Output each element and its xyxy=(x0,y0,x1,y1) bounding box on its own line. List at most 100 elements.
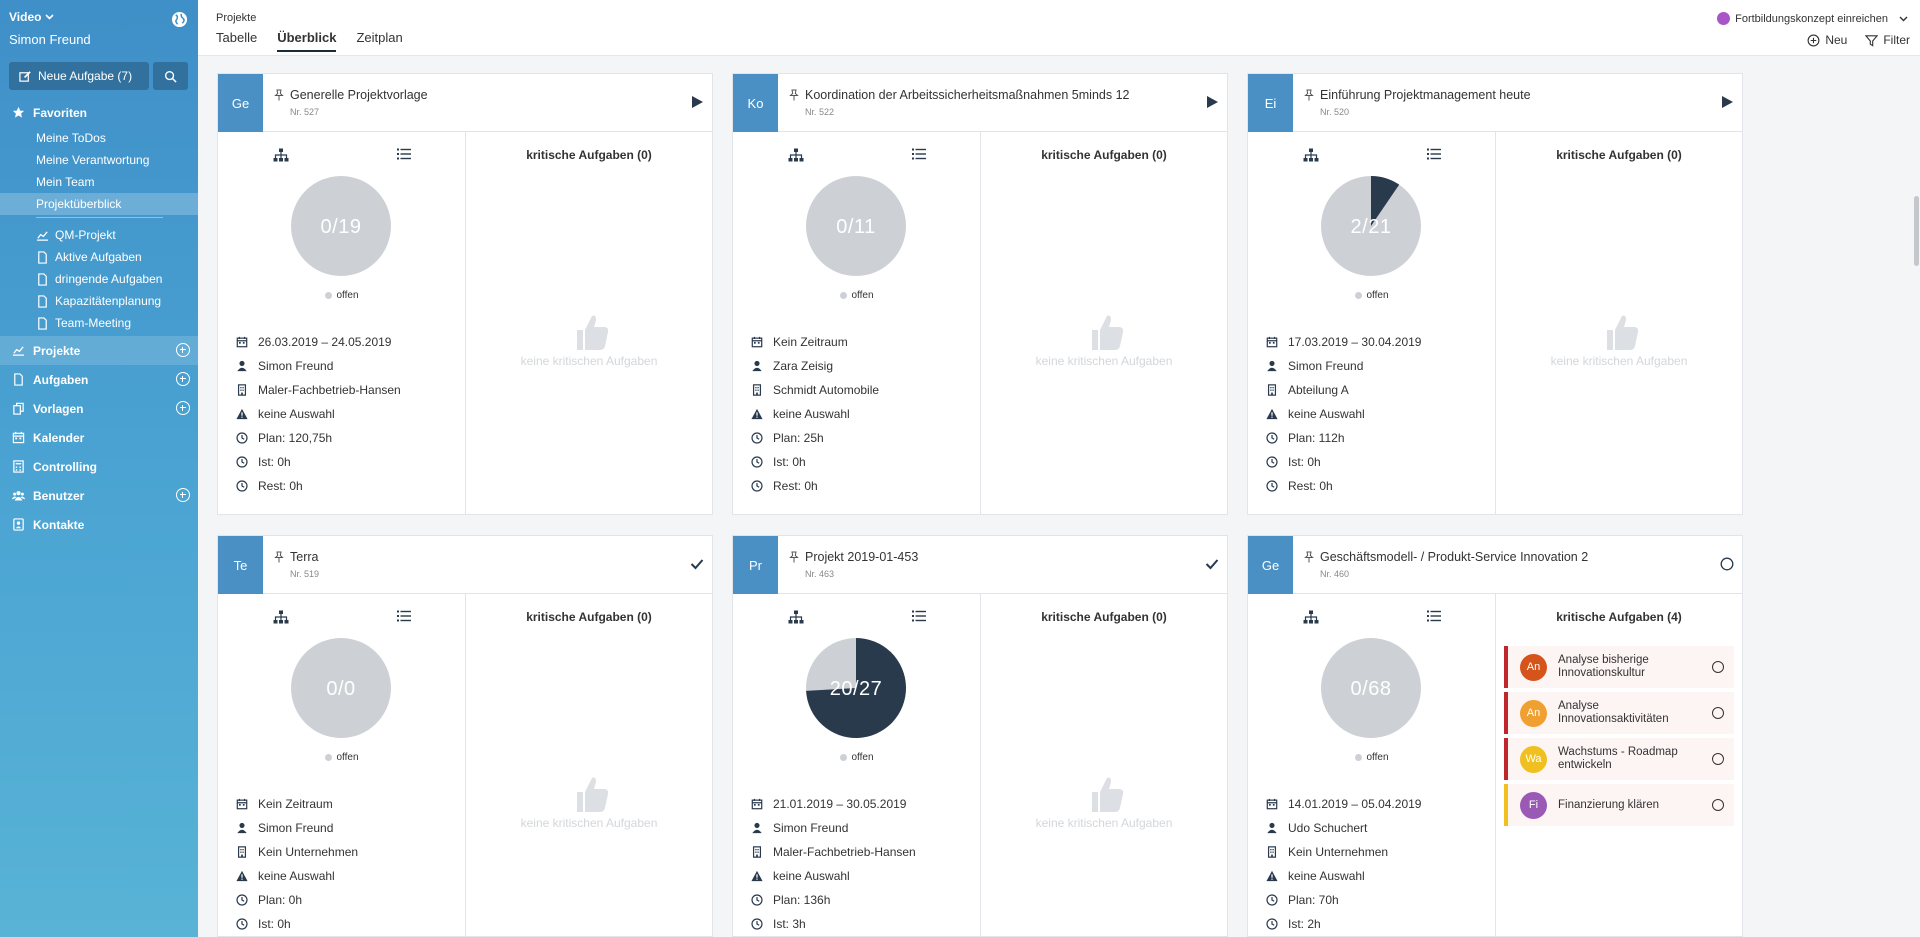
globe-icon[interactable] xyxy=(171,11,188,28)
project-card[interactable]: Pr Projekt 2019-01-453 Nr. 463 20/27 off… xyxy=(732,535,1228,937)
critical-tasks-panel: kritische Aufgaben (4) An Analyse bisherig… xyxy=(1496,594,1742,937)
workspace-selector[interactable]: Video xyxy=(9,10,189,24)
project-card-header[interactable]: Ge Geschäftsmodell- / Produkt-Service In… xyxy=(1248,536,1742,594)
check-icon[interactable] xyxy=(690,557,704,571)
sidebar-saved-aktive-aufgaben[interactable]: Aktive Aufgaben xyxy=(0,246,198,268)
add-icon[interactable] xyxy=(176,488,190,502)
scrollbar-thumb[interactable] xyxy=(1914,196,1919,266)
project-info-text: Simon Freund xyxy=(258,821,334,835)
project-card[interactable]: Ei Einführung Projektmanagement heute Nr… xyxy=(1247,73,1743,515)
sidebar-section-vorlagen[interactable]: Vorlagen xyxy=(0,394,198,423)
tab-tabelle[interactable]: Tabelle xyxy=(216,30,258,45)
sidebar-section-label: Aufgaben xyxy=(33,372,89,387)
sidebar-saved-dringende-aufgaben[interactable]: dringende Aufgaben xyxy=(0,268,198,290)
clock-icon xyxy=(236,918,248,930)
project-card-header[interactable]: Te Terra Nr. 519 xyxy=(218,536,712,594)
critical-task-item[interactable]: An Analyse Innovationsaktivitäten xyxy=(1504,692,1734,734)
hierarchy-icon[interactable] xyxy=(788,148,804,162)
critical-task-item[interactable]: An Analyse bisherige Innovationskultur xyxy=(1504,646,1734,688)
new-button[interactable]: Neu xyxy=(1807,33,1847,47)
sidebar-item-mein-team[interactable]: Mein Team xyxy=(36,175,95,189)
sidebar-section-controlling[interactable]: Controlling xyxy=(0,452,198,481)
pie-legend: offen xyxy=(1248,290,1496,301)
new-task-button[interactable]: Neue Aufgabe (7) xyxy=(9,62,149,90)
pin-icon[interactable] xyxy=(788,89,800,101)
project-card-header[interactable]: Ko Koordination der Arbeitssicherheitsma… xyxy=(733,74,1227,132)
task-complete-icon[interactable] xyxy=(1712,661,1724,673)
play-icon[interactable] xyxy=(690,95,704,109)
list-icon[interactable] xyxy=(397,610,411,622)
project-card[interactable]: Ge Generelle Projektvorlage Nr. 527 0/19… xyxy=(217,73,713,515)
sidebar-section-benutzer[interactable]: Benutzer xyxy=(0,481,198,510)
project-info-row: Simon Freund xyxy=(1266,354,1421,378)
sidebar-section-favoriten[interactable]: Favoriten xyxy=(0,98,198,127)
breadcrumb[interactable]: Projekte xyxy=(216,12,257,24)
task-complete-icon[interactable] xyxy=(1712,753,1724,765)
task-complete-icon[interactable] xyxy=(1712,799,1724,811)
critical-task-item[interactable]: Fi Finanzierung klären xyxy=(1504,784,1734,826)
project-title[interactable]: Terra xyxy=(290,550,319,564)
play-icon[interactable] xyxy=(1720,95,1734,109)
hierarchy-icon[interactable] xyxy=(273,610,289,624)
sidebar-saved-qm-projekt[interactable]: QM-Projekt xyxy=(0,224,198,246)
project-title[interactable]: Geschäftsmodell- / Produkt-Service Innov… xyxy=(1320,550,1589,564)
hierarchy-icon[interactable] xyxy=(1303,148,1319,162)
project-info-text: Ist: 0h xyxy=(773,455,806,469)
list-icon[interactable] xyxy=(912,610,926,622)
add-icon[interactable] xyxy=(176,401,190,415)
project-card[interactable]: Te Terra Nr. 519 0/0 offen Kein Zeitraum… xyxy=(217,535,713,937)
hierarchy-icon[interactable] xyxy=(1303,610,1319,624)
tab-zeitplan[interactable]: Zeitplan xyxy=(356,30,403,45)
pin-icon[interactable] xyxy=(1303,551,1315,563)
sidebar-item-meine-verantwortung[interactable]: Meine Verantwortung xyxy=(36,153,150,167)
project-card-header[interactable]: Pr Projekt 2019-01-453 Nr. 463 xyxy=(733,536,1227,594)
sidebar-saved-kapazitätenplanung[interactable]: Kapazitätenplanung xyxy=(0,290,198,312)
list-icon[interactable] xyxy=(1427,610,1441,622)
sidebar-section-label: Kontakte xyxy=(33,517,85,532)
notification-item[interactable]: Fortbildungskonzept einreichen xyxy=(1717,12,1908,25)
project-card[interactable]: Ge Geschäftsmodell- / Produkt-Service In… xyxy=(1247,535,1743,937)
project-info-row: keine Auswahl xyxy=(751,402,879,426)
scrollbar[interactable] xyxy=(1912,56,1920,937)
pin-icon[interactable] xyxy=(273,89,285,101)
project-card-header[interactable]: Ei Einführung Projektmanagement heute Nr… xyxy=(1248,74,1742,132)
progress-label: 0/19 xyxy=(320,216,362,238)
check-icon[interactable] xyxy=(1205,557,1219,571)
hierarchy-icon[interactable] xyxy=(788,610,804,624)
pin-icon[interactable] xyxy=(788,551,800,563)
circle-icon[interactable] xyxy=(1720,557,1734,571)
view-tabs: Tabelle Überblick Zeitplan xyxy=(216,30,403,52)
hierarchy-icon[interactable] xyxy=(273,148,289,162)
critical-task-item[interactable]: Wa Wachstums - Roadmap entwickeln xyxy=(1504,738,1734,780)
project-card[interactable]: Ko Koordination der Arbeitssicherheitsma… xyxy=(732,73,1228,515)
sidebar-saved-team-meeting[interactable]: Team-Meeting xyxy=(0,312,198,334)
project-card-header[interactable]: Ge Generelle Projektvorlage Nr. 527 xyxy=(218,74,712,132)
list-icon[interactable] xyxy=(397,148,411,160)
filter-button[interactable]: Filter xyxy=(1865,33,1910,47)
document-icon xyxy=(38,294,47,308)
sidebar-item-projektüberblick[interactable]: Projektüberblick xyxy=(0,193,198,215)
pin-icon[interactable] xyxy=(273,551,285,563)
pin-icon[interactable] xyxy=(1303,89,1315,101)
tab-überblick[interactable]: Überblick xyxy=(277,30,337,52)
play-icon[interactable] xyxy=(1205,95,1219,109)
project-title[interactable]: Koordination der Arbeitssicherheitsmaßna… xyxy=(805,88,1130,102)
critical-tasks-panel: kritische Aufgaben (0) keine kritischen A… xyxy=(466,594,712,937)
project-summary: 0/68 offen 14.01.2019 – 05.04.2019 Udo Sc… xyxy=(1248,594,1496,937)
sidebar-section-kalender[interactable]: Kalender xyxy=(0,423,198,452)
sidebar-item-meine-todos[interactable]: Meine ToDos xyxy=(36,131,106,145)
sidebar-section-kontakte[interactable]: Kontakte xyxy=(0,510,198,539)
sidebar-section-projekte[interactable]: Projekte xyxy=(0,336,198,365)
list-icon[interactable] xyxy=(1427,148,1441,160)
sidebar-section-aufgaben[interactable]: Aufgaben xyxy=(0,365,198,394)
add-icon[interactable] xyxy=(176,372,190,386)
pie-legend: offen xyxy=(1248,752,1496,763)
project-title[interactable]: Generelle Projektvorlage xyxy=(290,88,428,102)
add-icon[interactable] xyxy=(176,343,190,357)
project-title[interactable]: Einführung Projektmanagement heute xyxy=(1320,88,1531,102)
task-complete-icon[interactable] xyxy=(1712,707,1724,719)
pie-slice-done xyxy=(806,638,906,738)
list-icon[interactable] xyxy=(912,148,926,160)
project-title[interactable]: Projekt 2019-01-453 xyxy=(805,550,919,564)
search-button[interactable] xyxy=(153,62,188,90)
